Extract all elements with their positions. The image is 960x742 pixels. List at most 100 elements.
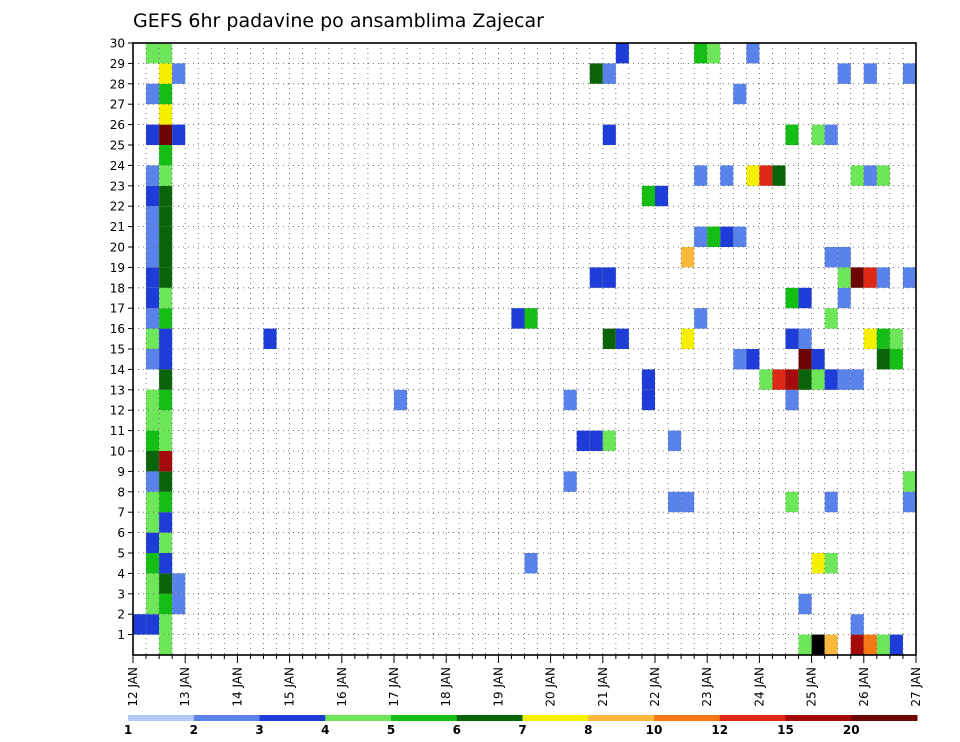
heatmap-cell: [159, 491, 173, 513]
x-tick-label: 21 JAN: [596, 667, 610, 707]
heatmap-cell: [772, 369, 786, 390]
heatmap-cell: [146, 185, 160, 207]
heatmap-cell: [146, 532, 160, 553]
y-tick-label: 2: [117, 608, 125, 622]
heatmap-cell: [146, 593, 160, 615]
heatmap-cell: [798, 593, 812, 615]
y-tick-label: 5: [117, 547, 125, 561]
heatmap-cell: [589, 63, 603, 84]
y-tick-label: 10: [110, 445, 125, 459]
heatmap-cell: [850, 369, 864, 390]
heatmap-cell: [837, 63, 851, 84]
heatmap-cell: [146, 247, 160, 268]
heatmap-cell: [863, 328, 877, 349]
heatmap-cell: [902, 471, 916, 492]
heatmap-cell: [876, 634, 890, 655]
heatmap-cell: [850, 614, 864, 635]
heatmap-cell: [798, 369, 812, 390]
colorbar-label: 2: [190, 723, 198, 737]
heatmap-cell: [159, 124, 173, 145]
x-tick-label: 27 JAN: [909, 667, 923, 707]
x-tick-label: 24 JAN: [752, 667, 766, 707]
heatmap-cell: [876, 328, 890, 349]
heatmap-cell: [733, 226, 747, 247]
heatmap-cell: [850, 634, 864, 655]
y-tick-label: 30: [110, 37, 125, 51]
heatmap-cell: [146, 308, 160, 329]
x-axis: 12 JAN 13 JAN 14 JAN 15 JAN 16 JAN 17 JAN 18 J…: [126, 655, 923, 707]
heatmap-cell: [668, 491, 682, 513]
heatmap-cell: [159, 349, 173, 370]
heatmap-cell: [798, 634, 812, 655]
colorbar-label: 5: [387, 723, 395, 737]
heatmap-cell: [159, 63, 173, 84]
y-tick-label: 9: [117, 465, 125, 479]
y-tick-label: 20: [110, 241, 125, 255]
heatmap-cell: [641, 389, 655, 411]
y-tick-label: 8: [117, 485, 125, 499]
heatmap-cell: [798, 328, 812, 349]
heatmap-cell: [133, 614, 147, 635]
y-tick-label: 3: [117, 587, 125, 601]
heatmap-cell: [146, 287, 160, 309]
heatmap-cell: [159, 532, 173, 553]
x-tick-label: 26 JAN: [857, 667, 871, 707]
heatmap-cell: [159, 471, 173, 492]
heatmap-cell: [146, 451, 160, 472]
heatmap-cell: [172, 593, 186, 615]
colorbar-segment: [719, 715, 786, 721]
heatmap-cell: [159, 573, 173, 594]
heatmap-cell: [615, 328, 629, 349]
heatmap-cell: [824, 308, 838, 329]
heatmap-cell: [746, 165, 760, 186]
heatmap-cell: [146, 573, 160, 594]
x-tick-label: 20 JAN: [544, 667, 558, 707]
heatmap-cell: [159, 226, 173, 247]
colorbar-label: 6: [453, 723, 461, 737]
heatmap-cell: [733, 349, 747, 370]
heatmap-cell: [159, 553, 173, 574]
y-tick-label: 29: [110, 57, 125, 71]
heatmap-cell: [824, 124, 838, 145]
heatmap-cell: [159, 369, 173, 390]
heatmap-cell: [159, 267, 173, 288]
heatmap-cell: [159, 165, 173, 186]
y-tick-label: 21: [110, 220, 125, 234]
heatmap-cell: [863, 165, 877, 186]
heatmap-cell: [655, 185, 669, 207]
heatmap-cell: [798, 287, 812, 309]
heatmap-cell: [146, 389, 160, 411]
y-tick-label: 13: [110, 383, 125, 397]
heatmap-cell: [576, 430, 590, 451]
heatmap-cell: [876, 267, 890, 288]
y-axis: 1234567891011121314151617181920212223242…: [110, 37, 133, 642]
heatmap-cell: [159, 512, 173, 533]
heatmap-cell: [798, 349, 812, 370]
heatmap-cell: [785, 389, 799, 411]
heatmap-cell: [172, 124, 186, 145]
heatmap-cell: [824, 634, 838, 655]
y-tick-label: 23: [110, 179, 125, 193]
heatmap-cell: [863, 63, 877, 84]
colorbar-label: 1: [124, 723, 132, 737]
heatmap-cell: [159, 104, 173, 125]
heatmap-cell: [641, 369, 655, 390]
heatmap-cell: [720, 226, 734, 247]
x-tick-label: 12 JAN: [126, 667, 140, 707]
colorbar-label: 3: [255, 723, 263, 737]
y-tick-label: 18: [110, 281, 125, 295]
heatmap-cell: [263, 328, 277, 349]
heatmap-cell: [602, 430, 616, 451]
heatmap-cell: [602, 63, 616, 84]
heatmap-cell: [876, 165, 890, 186]
heatmap-cell: [146, 553, 160, 574]
heatmap-cell: [850, 267, 864, 288]
heatmap-cell: [889, 634, 903, 655]
colorbar-segment: [654, 715, 721, 721]
heatmap-cell: [524, 308, 538, 329]
heatmap-cell: [159, 614, 173, 635]
heatmap-cell: [876, 349, 890, 370]
heatmap-cell: [811, 634, 825, 655]
heatmap-cell: [694, 165, 708, 186]
heatmap-cell: [159, 410, 173, 431]
